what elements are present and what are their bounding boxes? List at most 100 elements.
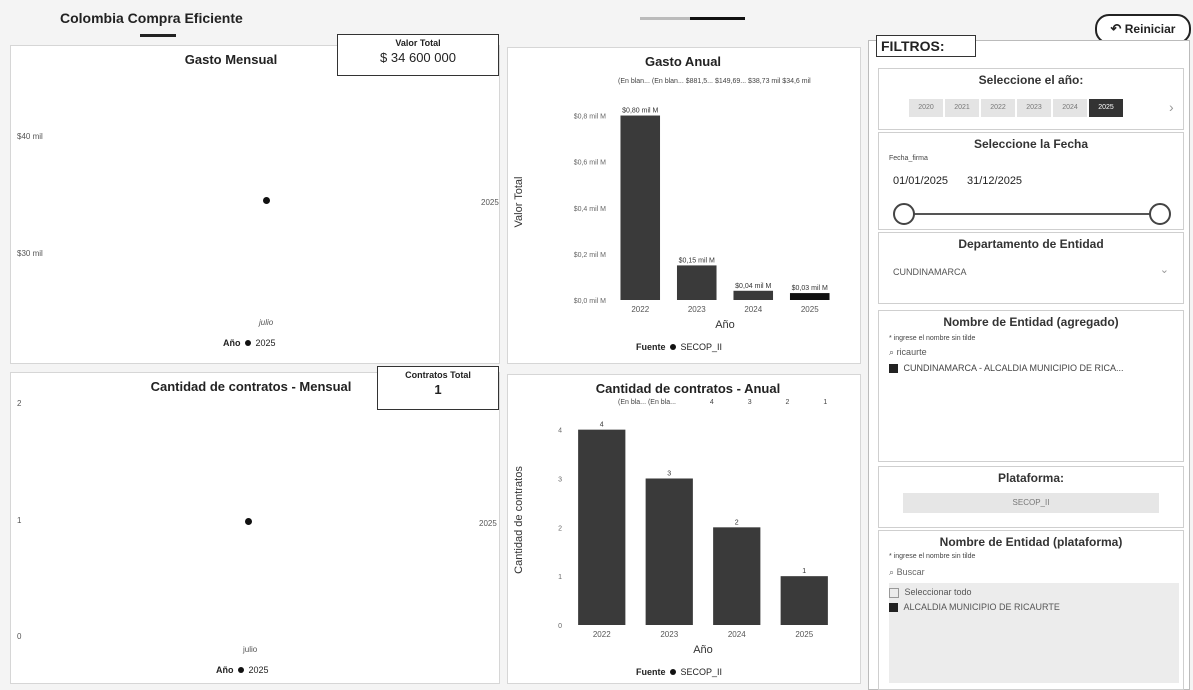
chevron-down-icon: ⌄ (1159, 264, 1169, 276)
kpi-total-value: $ 34 600 000 (380, 50, 456, 65)
chevron-right-icon[interactable]: › (1169, 99, 1174, 115)
year-button-2024[interactable]: 2024 (1053, 99, 1087, 117)
annual-spend-panel: Gasto Anual (En blan... (En blan... $881… (507, 47, 861, 364)
kpi-total-card: Valor Total $ 34 600 000 (337, 34, 499, 76)
legend-value: SECOP_II (680, 667, 723, 677)
department-dropdown[interactable]: CUNDINAMARCA ⌄ (887, 261, 1173, 285)
bar[interactable] (713, 527, 761, 625)
legend-label: Fuente (636, 667, 666, 677)
date-slider-start-handle[interactable] (893, 203, 915, 225)
platform-filter-title: Plataforma: (997, 471, 1065, 485)
monthly-spend-legend[interactable]: Año 2025 (223, 338, 276, 348)
bar[interactable] (733, 290, 774, 300)
select-all-label: Seleccionar todo (904, 587, 972, 597)
header-label: (En blan... (618, 78, 650, 85)
date-filter: Seleccione la Fecha Fecha_firma 01/01/20… (878, 132, 1184, 230)
checkbox-empty-icon[interactable] (889, 587, 899, 598)
data-label: $0,03 mil M (792, 285, 828, 292)
checkbox-checked-icon[interactable] (889, 364, 898, 374)
data-point[interactable] (245, 518, 252, 525)
y-axis-title: Valor Total (513, 177, 525, 228)
header-labels: (En bla... (En bla... 4 3 2 1 (618, 399, 827, 406)
platform-value[interactable]: SECOP_II (903, 493, 1159, 513)
x-tick-label: 2024 (728, 630, 746, 639)
entity-platform-item-label: ALCALDIA MUNICIPIO DE RICAURTE (903, 601, 1060, 612)
kpi-contracts-value: 1 (434, 382, 442, 397)
department-value: CUNDINAMARCA (893, 267, 967, 277)
monthly-spend-title: Gasto Mensual (184, 52, 278, 67)
x-tick-label: 2022 (593, 630, 611, 639)
x-tick-label: 2022 (631, 305, 649, 314)
annual-contracts-chart: Cantidad de contratos 0 1 2 3 4 4 2022 3 2023 2 202… (513, 422, 828, 656)
page-nav-indicator-active (690, 17, 745, 20)
x-tick-label: 2025 (795, 630, 813, 639)
year-button-2020[interactable]: 2020 (909, 99, 943, 117)
monthly-contracts-legend[interactable]: Año 2025 (216, 665, 269, 675)
header-label: 1 (823, 399, 828, 406)
data-label: 3 (667, 470, 671, 477)
y-tick-label: $0,4 mil M (574, 206, 606, 213)
app-title: Colombia Compra Eficiente (60, 10, 243, 26)
search-icon: ⌕ (889, 347, 895, 357)
checkbox-checked-icon[interactable] (889, 602, 898, 612)
kpi-contracts-card: Contratos Total 1 (377, 366, 499, 410)
monthly-contracts-title: Cantidad de contratos - Mensual (150, 379, 352, 394)
legend-value: SECOP_II (680, 342, 723, 352)
annual-spend-legend[interactable]: Fuente SECOP_II (636, 342, 722, 352)
date-slider-track[interactable] (901, 213, 1157, 215)
y-tick-label: $0,8 mil M (574, 114, 606, 121)
filters-title: FILTROS: (876, 35, 976, 57)
entity-platform-filter: Nombre de Entidad (plataforma) * ingrese… (878, 530, 1184, 690)
date-slider-end-handle[interactable] (1149, 203, 1171, 225)
entity-platform-search[interactable]: ⌕ Buscar (889, 567, 925, 578)
annual-spend-title: Gasto Anual (644, 54, 722, 69)
header-label: $38,73 mil (748, 78, 781, 85)
bar[interactable] (645, 478, 693, 625)
data-label: $0,04 mil M (735, 283, 771, 290)
header-label: (En bla... (647, 399, 676, 406)
header-label: (En blan... (651, 78, 684, 85)
entity-aggregated-item[interactable]: CUNDINAMARCA - ALCALDIA MUNICIPIO DE RIC… (889, 363, 1124, 374)
y-tick-label: 1 (17, 516, 22, 525)
year-button-2021[interactable]: 2021 (945, 99, 979, 117)
annual-spend-chart: Valor Total $0,0 mil M $0,2 mil M $0,4 mil … (513, 108, 830, 331)
y-tick-label: 0 (558, 623, 562, 630)
legend-label: Fuente (636, 342, 666, 352)
bar[interactable] (789, 293, 830, 300)
year-button-2023[interactable]: 2023 (1017, 99, 1051, 117)
bar[interactable] (578, 429, 626, 625)
y-tick-label: 4 (558, 428, 562, 435)
date-start-input[interactable]: 01/01/2025 (893, 175, 949, 187)
entity-aggregated-hint: * ingrese el nombre sin tilde (889, 335, 976, 342)
bar[interactable] (676, 265, 717, 300)
header-label: $34,6 mil (782, 78, 811, 85)
header-label: $149,69... (714, 78, 747, 85)
data-label: $0,80 mil M (622, 108, 658, 115)
bar[interactable] (780, 576, 828, 625)
year-button-2025[interactable]: 2025 (1089, 99, 1123, 117)
y-tick-label: $0,0 mil M (574, 298, 606, 305)
data-point[interactable] (263, 197, 270, 204)
entity-platform-hint: * ingrese el nombre sin tilde (889, 553, 976, 560)
bar[interactable] (620, 115, 661, 300)
y-tick-label: $0,2 mil M (574, 252, 606, 259)
x-tick-label: julio (259, 318, 274, 327)
side-year-label: 2025 (481, 198, 499, 207)
entity-platform-item[interactable]: ALCALDIA MUNICIPIO DE RICAURTE (889, 598, 1179, 612)
year-button-2022[interactable]: 2022 (981, 99, 1015, 117)
search-value: ricaurte (896, 347, 927, 357)
date-end-input[interactable]: 31/12/2025 (967, 175, 1023, 187)
y-tick-label: $30 mil (17, 249, 43, 258)
department-filter-title: Departamento de Entidad (958, 237, 1104, 251)
annual-contracts-legend[interactable]: Fuente SECOP_II (636, 667, 722, 677)
select-all-option[interactable]: Seleccionar todo ALCALDIA MUNICIPIO DE R… (889, 583, 1179, 683)
title-underline (140, 34, 176, 37)
monthly-spend-panel: Gasto Mensual $40 mil $30 mil 2025 julio… (10, 45, 500, 364)
data-label: $0,15 mil M (679, 257, 715, 264)
entity-aggregated-filter: Nombre de Entidad (agregado) * ingrese e… (878, 310, 1184, 462)
data-label: 1 (802, 568, 806, 575)
header-label: 4 (709, 399, 714, 406)
entity-aggregated-search[interactable]: ⌕ ricaurte (889, 347, 927, 358)
x-tick-label: 2023 (660, 630, 678, 639)
legend-marker (670, 344, 677, 350)
